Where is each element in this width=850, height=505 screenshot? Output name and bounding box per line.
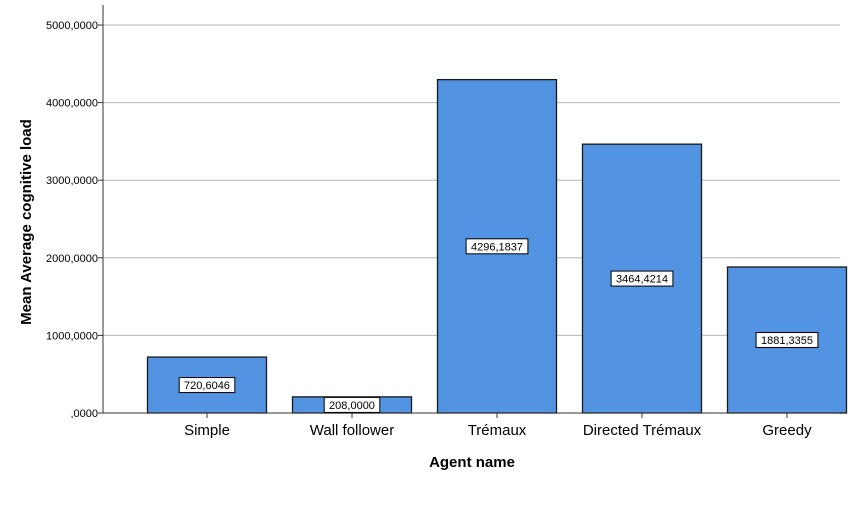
data-label-box <box>610 270 674 287</box>
data-label: 4296,1837 <box>471 241 523 253</box>
y-axis-title: Mean Average cognitive load <box>18 119 35 325</box>
x-tick-label: Greedy <box>762 422 812 439</box>
y-tick-label: 3000,0000 <box>46 175 98 187</box>
y-tick-label: 4000,0000 <box>46 98 98 110</box>
data-label-box <box>755 332 819 349</box>
y-tick-label: 5000,0000 <box>46 20 98 32</box>
x-tick-labels: Simple Wall follower Trémaux Directed Tréma… <box>184 413 812 439</box>
data-label: 720,6046 <box>184 380 230 392</box>
data-label-box <box>323 396 381 413</box>
x-tick-label: Wall follower <box>310 422 394 439</box>
axes <box>102 5 840 414</box>
x-tick-label: Simple <box>184 422 230 439</box>
data-label-box <box>465 238 529 255</box>
data-label-box <box>178 377 236 394</box>
x-tick-label: Trémaux <box>468 422 527 439</box>
data-labels: 720,6046 208,0000 4296,1837 3464,4214 1881,3… <box>178 238 819 413</box>
y-tick-label: ,0000 <box>70 408 98 420</box>
y-tick-label: 1000,0000 <box>46 330 98 342</box>
y-tick-labels: ,0000 1000,0000 2000,0000 3000,0000 4000,000… <box>46 20 98 420</box>
y-tick-label: 2000,0000 <box>46 253 98 265</box>
x-tick-label: Directed Trémaux <box>583 422 702 439</box>
data-label: 3464,4214 <box>616 274 668 286</box>
data-label: 1881,3355 <box>761 335 813 347</box>
data-label: 208,0000 <box>329 400 375 412</box>
x-axis-title: Agent name <box>429 454 515 471</box>
